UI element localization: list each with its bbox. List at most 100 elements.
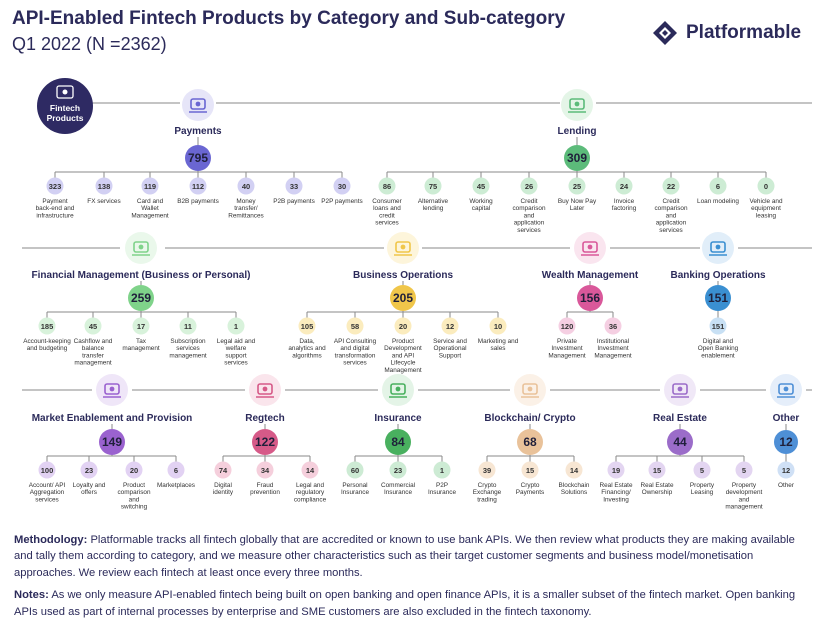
category-name: Insurance [374, 413, 422, 424]
subcategory-bubble [301, 461, 319, 479]
wealth-management-icon [574, 232, 606, 264]
subcategory-count: 75 [429, 182, 437, 191]
platformable-logo-icon [653, 21, 677, 45]
subcategory-bubble [214, 461, 232, 479]
subcategory-label: Private Investment Management [548, 338, 586, 359]
category-total-bubble [185, 145, 211, 171]
subcategory-bubble [615, 177, 633, 195]
subcategory-count: 36 [609, 322, 617, 331]
subcategory-bubble [521, 461, 539, 479]
root-icon [56, 85, 74, 99]
category-name: Regtech [245, 413, 284, 424]
subcategory-bubble [648, 461, 666, 479]
category-total-bubble [252, 429, 278, 455]
subcategory-count: 20 [130, 466, 138, 475]
subcategory-label: Tax management [122, 338, 160, 352]
subcategory-label: Consumer loans and credit services [372, 198, 402, 227]
subcategory-label: Marketing and sales [478, 338, 519, 352]
subcategory-label: Product comparison and switching [117, 482, 150, 511]
page-subtitle: Q1 2022 (N =2362) [12, 34, 167, 54]
subcategory-bubble [285, 177, 303, 195]
subcategory-bubble [80, 461, 98, 479]
subcategory-bubble [46, 177, 64, 195]
subcategory-label: Loan modeling [697, 198, 739, 205]
brand-logo: Platformable [652, 20, 801, 46]
subcategory-bubble [433, 461, 451, 479]
category-name: Market Enablement and Provision [32, 413, 193, 424]
subcategory-bubble [424, 177, 442, 195]
subcategory-bubble [189, 177, 207, 195]
subcategory-count: 5 [742, 466, 746, 475]
category-total: 68 [523, 435, 537, 449]
subcategory-count: 30 [338, 182, 346, 191]
subcategory-count: 19 [612, 466, 620, 475]
subcategory-bubble [38, 461, 56, 479]
subcategory-count: 6 [174, 466, 178, 475]
subcategory-label: Real Estate Financing/Investing [599, 482, 632, 503]
subcategory-count: 138 [98, 182, 111, 191]
category-total: 795 [188, 151, 208, 165]
notes-section: Methodology: Platformable tracks all fin… [14, 532, 814, 626]
subcategory-label: Product Development and API Lifecycle Manage… [384, 338, 422, 374]
subcategory-bubble [227, 317, 245, 335]
regtech-icon [249, 374, 281, 406]
subcategory-count: 15 [653, 466, 661, 475]
category-total: 44 [673, 435, 687, 449]
subcategory-count: 25 [573, 182, 581, 191]
subcategory-label: Card and Wallet Management [131, 198, 169, 219]
subcategory-bubble [38, 317, 56, 335]
subcategory-label: Crypto Exchange trading [473, 482, 502, 503]
category-total-bubble [705, 285, 731, 311]
subcategory-bubble [693, 461, 711, 479]
subcategory-count: 12 [446, 322, 454, 331]
subcategory-bubble [298, 317, 316, 335]
subcategory-label: Real Estate Ownership [640, 482, 673, 496]
category-total-bubble [774, 430, 798, 454]
subcategory-label: Alternative lending [418, 198, 449, 212]
subcategory-bubble [709, 177, 727, 195]
subcategory-count: 151 [712, 322, 725, 331]
subcategory-count: 74 [219, 466, 228, 475]
subcategory-label: P2P payments [321, 198, 362, 205]
payments-icon [182, 89, 214, 121]
category-total-bubble [128, 285, 154, 311]
subcategory-label: Legal and regulatory compliance [294, 482, 327, 503]
category-name: Real Estate [653, 413, 707, 424]
notes-text: As we only measure API-enabled fintech b… [14, 589, 796, 618]
subcategory-bubble [709, 317, 727, 335]
category-name: Blockchain/ Crypto [484, 413, 575, 424]
subcategory-count: 45 [89, 322, 97, 331]
category-total-bubble [517, 429, 543, 455]
subcategory-bubble [167, 461, 185, 479]
brand-name: Platformable [686, 22, 802, 43]
subcategory-bubble [441, 317, 459, 335]
subcategory-label: Buy Now Pay Later [558, 198, 597, 212]
subcategory-bubble [757, 177, 775, 195]
category-total-bubble [390, 285, 416, 311]
subcategory-bubble [478, 461, 496, 479]
other-icon [770, 374, 802, 406]
subcategory-label: Account/ API Aggregation services [29, 482, 66, 503]
subcategory-label: FX services [87, 198, 120, 205]
subcategory-bubble [84, 317, 102, 335]
category-name: Lending [558, 126, 597, 137]
subcategory-count: 17 [137, 322, 145, 331]
subcategory-count: 1 [440, 466, 444, 475]
category-name: Business Operations [353, 270, 453, 281]
subcategory-count: 119 [144, 182, 156, 191]
subcategory-count: 323 [49, 182, 62, 191]
subcategory-count: 6 [716, 182, 720, 191]
subcategory-label: Fraud prevention [250, 482, 280, 496]
category-total: 259 [131, 291, 151, 305]
subcategory-label: Blockchain Solutions [559, 482, 590, 496]
subcategory-count: 12 [782, 466, 790, 475]
subcategory-bubble [604, 317, 622, 335]
subcategory-label: B2B payments [177, 198, 219, 205]
category-total: 122 [255, 435, 275, 449]
subcategory-label: Credit comparison and application services [512, 198, 545, 234]
subcategory-bubble [141, 177, 159, 195]
business-operations-icon [387, 232, 419, 264]
subcategory-bubble [346, 317, 364, 335]
subcategory-label: Credit comparison and application services [654, 198, 687, 234]
subcategory-bubble [662, 177, 680, 195]
